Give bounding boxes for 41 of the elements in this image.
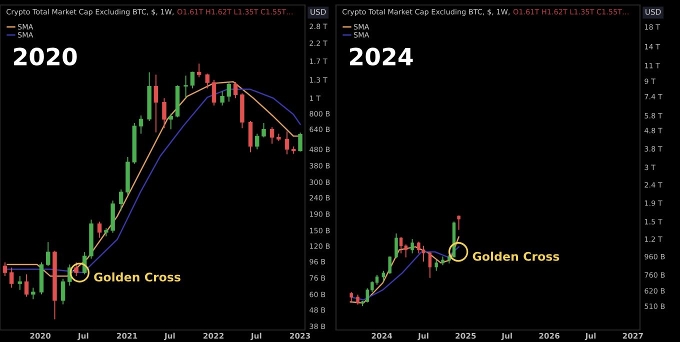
candlestick [233,82,238,99]
candlestick [410,238,414,254]
candlestick [118,188,124,211]
candlestick [205,73,210,89]
candlestick [255,133,260,150]
candlestick [60,278,66,305]
candlestick [434,259,438,272]
candlestick [154,74,158,133]
candlestick [31,287,36,300]
annotation: 2020 [14,48,77,66]
candlestick [212,79,216,106]
candlestick [162,98,166,129]
candlestick [350,292,353,302]
candlestick [284,130,290,155]
candlestick [18,276,22,290]
candlestick [2,262,8,277]
candlestick [298,132,302,152]
candlestick [168,113,173,130]
candlestick [220,90,224,106]
candlestick [138,114,144,134]
candlestick [24,274,29,298]
candlestick [10,267,14,288]
candlestick [394,232,398,259]
annotation: Golden Cross [472,252,560,261]
candlestick [428,251,432,278]
candlestick [457,215,460,230]
candlestick [190,71,195,89]
candlestick [196,63,202,78]
candlestick [46,242,50,267]
candlestick [184,75,188,99]
annotation: Golden Cross [94,272,180,282]
candlestick [74,262,78,277]
candlestick [97,221,102,238]
candlestick [356,294,360,306]
candlestick [82,252,87,275]
candlestick [388,256,392,274]
candlestick [262,122,266,138]
candlestick [382,270,386,282]
annotation: 2024 [350,48,413,66]
candlestick [226,82,232,102]
candlestick [270,126,274,144]
